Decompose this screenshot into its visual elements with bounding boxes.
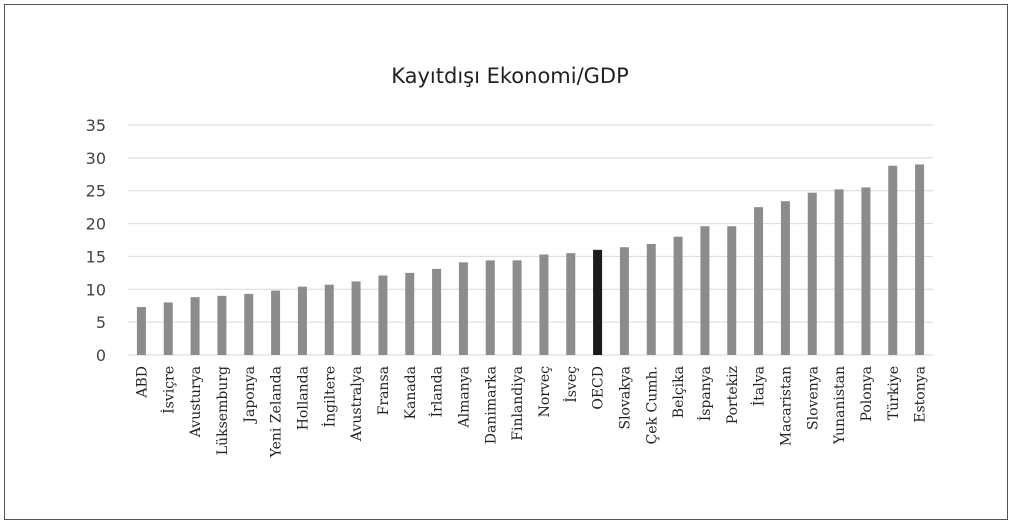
y-tick-label: 15 <box>86 247 106 266</box>
bar-Slovakya <box>619 247 629 355</box>
x-tick-label: Türkiye <box>886 366 902 420</box>
y-tick-label: 30 <box>86 149 106 168</box>
bar-Slovenya <box>807 192 817 355</box>
x-tick-label: Avusturya <box>188 366 204 438</box>
x-tick-label: Çek Cumh. <box>644 366 660 444</box>
bar-Japonya <box>244 293 254 355</box>
y-axis-ticks: 0 5 10 15 20 25 30 35 <box>86 116 106 365</box>
x-tick-label: Almanya <box>456 366 472 428</box>
y-tick-label: 25 <box>86 182 106 201</box>
bar-Yeni Zelanda <box>271 290 281 355</box>
bar-İsveç <box>566 253 576 355</box>
x-tick-label: Macaristan <box>778 366 794 446</box>
bar-İngiltere <box>324 284 334 355</box>
bar-Fransa <box>378 275 388 355</box>
bar-Çek Cumh. <box>646 243 656 355</box>
x-tick-label: Finlandiya <box>510 366 526 441</box>
y-tick-label: 5 <box>96 313 106 332</box>
y-tick-label: 0 <box>96 346 106 365</box>
bars <box>136 164 925 355</box>
x-tick-label: ABD <box>134 366 150 399</box>
bar-Danimarka <box>485 260 495 355</box>
gridlines <box>128 124 933 356</box>
bar-İrlanda <box>432 268 442 355</box>
bar-Estonya <box>915 164 925 355</box>
x-tick-label: OECD <box>591 366 607 410</box>
x-tick-label: Estonya <box>913 366 929 423</box>
x-tick-label: Slovenya <box>805 366 821 430</box>
x-tick-label: Danimarka <box>483 366 499 444</box>
bar-Avustralya <box>351 281 361 355</box>
x-tick-label: İngiltere <box>320 366 338 427</box>
bar-Finlandiya <box>512 260 522 355</box>
x-tick-label: Hollanda <box>295 366 311 430</box>
x-tick-label: Slovakya <box>617 366 633 430</box>
bar-Polonya <box>861 187 871 355</box>
bar-Almanya <box>458 262 468 355</box>
x-tick-label: İspanya <box>696 366 714 421</box>
bar-İsviçre <box>163 302 173 355</box>
x-tick-label: Kanada <box>403 366 419 419</box>
bar-ABD <box>136 307 146 355</box>
x-tick-label: İtalya <box>750 366 768 406</box>
x-tick-label: Japonya <box>242 366 258 425</box>
x-tick-label: Polonya <box>859 366 875 421</box>
bar-İtalya <box>754 207 764 355</box>
y-tick-label: 20 <box>86 215 106 234</box>
x-tick-label: Portekiz <box>725 366 741 424</box>
x-tick-label: Norveç <box>537 366 553 418</box>
x-tick-label: Avustralya <box>349 366 365 442</box>
bar-Avusturya <box>190 297 200 355</box>
x-tick-label: İsveç <box>562 366 580 403</box>
x-tick-label: Fransa <box>376 366 392 415</box>
bar-Lüksemburg <box>217 295 227 355</box>
chart-title: Kayıtdışı Ekonomi/GDP <box>391 64 629 88</box>
bar-Yunanistan <box>834 189 844 355</box>
bar-Portekiz <box>727 226 737 355</box>
bar-Macaristan <box>780 201 790 355</box>
x-tick-label: Yunanistan <box>832 366 848 445</box>
bar-Belçika <box>673 236 683 355</box>
x-tick-label: İsviçre <box>159 366 177 414</box>
bar-Kanada <box>405 272 415 355</box>
x-tick-label: Yeni Zelanda <box>269 366 285 458</box>
x-axis-ticks: ABD İsviçre Avusturya Lüksemburg Japonya Yeni… <box>134 366 928 459</box>
x-tick-label: Belçika <box>671 366 687 418</box>
bar-Hollanda <box>297 286 307 355</box>
y-tick-label: 35 <box>86 116 106 135</box>
bar-Türkiye <box>888 165 898 355</box>
bar-İspanya <box>700 226 710 355</box>
bar-OECD <box>593 249 603 355</box>
bar-Norveç <box>539 254 549 355</box>
y-tick-label: 10 <box>86 280 106 299</box>
x-tick-label: İrlanda <box>428 366 446 417</box>
x-tick-label: Lüksemburg <box>215 366 231 455</box>
